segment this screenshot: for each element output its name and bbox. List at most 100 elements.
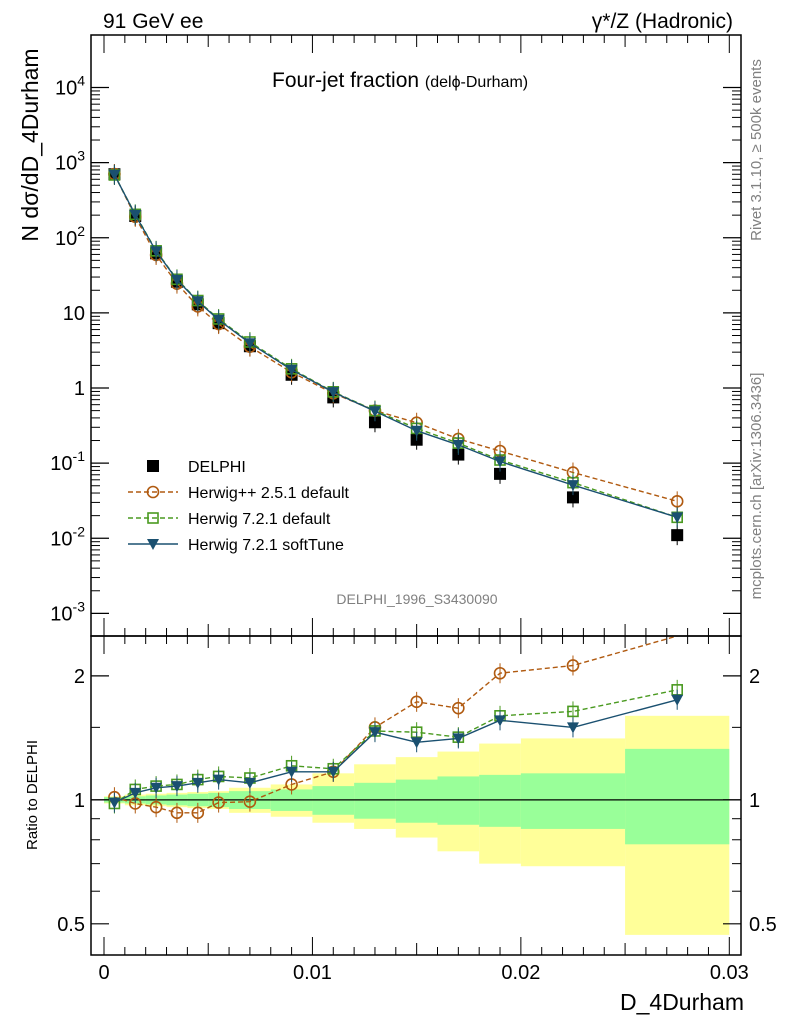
header-energy: 91 GeV ee: [103, 10, 203, 33]
legend-marker-0: [147, 460, 159, 472]
xtick-label-2: 0.02: [501, 962, 540, 984]
watermark: DELPHI_1996_S3430090: [336, 591, 497, 607]
main-point-3-2: [150, 246, 163, 258]
legend-label-0: DELPHI: [188, 459, 246, 476]
main-point-3-5: [212, 314, 225, 326]
main-line-1: [113, 173, 678, 502]
main-point-3-13: [566, 480, 579, 492]
main-ytick-base-4: 10: [55, 78, 77, 100]
ratio-point-2-11: [452, 733, 465, 745]
main-ytick-label-2: 102: [55, 223, 85, 250]
ratio-band-stat-10: [395, 779, 438, 823]
main-point-1-14: [670, 495, 684, 508]
main-point-3-8: [327, 387, 340, 399]
ratio-ytick-label-right-1: 1: [749, 790, 760, 812]
xtick-label-3: 0.03: [710, 962, 749, 984]
main-series-layer: [108, 164, 684, 546]
ratio-point-0-12: [493, 666, 507, 680]
main-ytick-label-0: 1: [74, 378, 85, 400]
legend-label-3: Herwig 7.2.1 softTune: [188, 537, 344, 554]
rivet-label: Rivet 3.1.10, ≥ 500k events: [748, 59, 765, 241]
main-point-0-14: [671, 529, 684, 542]
main-ytick-exp--2: -2: [73, 523, 86, 539]
main-ytick-base-2: 10: [55, 228, 77, 250]
main-ytick-label--3: 10-3: [50, 598, 85, 625]
ratio-point-2-5: [212, 774, 225, 786]
ratio-point-0-11: [452, 701, 465, 715]
main-point-3-9: [368, 406, 381, 418]
y-axis-label: N dσ/dD_4Durham: [17, 48, 43, 241]
main-point-3-6: [243, 338, 256, 350]
main-ytick-base--3: 10: [50, 603, 72, 625]
main-ytick-exp--1: -1: [73, 448, 86, 464]
ratio-ytick-label-2: 2: [74, 666, 85, 688]
ratio-point-0-13: [566, 659, 580, 672]
y-axis-label-text: N dσ/dD_4Durham: [17, 48, 43, 241]
ratio-series-2: [108, 689, 684, 813]
chart-title-suffix: (delϕ-Durham): [425, 74, 528, 91]
ratio-band-stat-12: [479, 774, 521, 827]
xtick-label-1: 0.01: [293, 962, 332, 984]
main-point-3-4: [191, 296, 204, 308]
legend: DELPHI Herwig++ 2.5.1 default Herwig 7.2.1…: [128, 459, 350, 554]
main-ytick-base--2: 10: [50, 528, 72, 550]
main-point-3-12: [494, 456, 507, 468]
ratio-point-0-10: [410, 695, 423, 709]
ratio-ytick-label-1: 1: [74, 790, 85, 812]
main-point-3-0: [108, 169, 121, 181]
main-ytick-exp-4: 4: [77, 73, 85, 89]
header-process: γ*/Z (Hadronic): [592, 10, 733, 33]
ratio-point-2-0: [108, 797, 121, 809]
ratio-frame: [90, 635, 742, 956]
ratio-point-2-13: [566, 722, 579, 734]
ratio-point-2-7: [285, 766, 298, 778]
ratio-point-2-2: [150, 782, 163, 794]
ratio-ytick-label-right-0: 0.5: [749, 914, 777, 936]
ratio-point-0-6: [243, 795, 257, 808]
ratio-band-stat-11: [437, 776, 480, 825]
main-point-3-7: [285, 364, 298, 376]
main-ytick-exp-2: 2: [77, 223, 85, 239]
ratio-point-2-9: [368, 727, 381, 739]
ratio-point-2-8: [327, 766, 340, 778]
ratio-ytick-label-right-2: 2: [749, 666, 760, 688]
main-ytick-label--1: 10-1: [50, 448, 85, 475]
ratio-point-2-12: [494, 715, 507, 727]
ratio-point-2-1: [129, 787, 142, 799]
main-point-0-13: [566, 491, 579, 504]
main-ytick-label--2: 10-2: [50, 523, 85, 550]
ratio-point-0-4: [191, 806, 205, 820]
xtick-label-0: 0: [98, 962, 109, 984]
main-point-0-9: [368, 416, 381, 429]
main-point-3-11: [452, 439, 465, 451]
main-ytick-base--1: 10: [50, 453, 72, 475]
ratio-point-0-3: [170, 806, 184, 820]
ratio-point-2-14: [671, 694, 684, 706]
main-ytick-exp--3: -3: [73, 598, 86, 614]
ratio-band-stat-9: [354, 782, 396, 819]
main-panel: Four-jet fraction (delϕ-Durham) DELPHI_1…: [50, 34, 742, 637]
ratio-band-layer: [91, 715, 741, 935]
chart-title-main: Four-jet fraction: [272, 69, 419, 92]
main-point-3-1: [129, 209, 142, 221]
main-ytick-base-3: 10: [55, 153, 77, 175]
main-point-3-14: [671, 512, 684, 524]
ratio-point-2-10: [410, 737, 423, 749]
ratio-y-label: Ratio to DELPHI: [24, 740, 41, 850]
ratio-panel: 0.5 0.5 1 1 2 2 0 0.01 0.02 0.03: [57, 635, 777, 984]
main-series-3: [108, 164, 684, 528]
ratio-point-2-4: [191, 777, 204, 789]
ratio-point-2-3: [170, 781, 183, 793]
legend-label-1: Herwig++ 2.5.1 default: [188, 485, 350, 502]
mcplots-label: mcplots.cern.ch [arXiv:1306.3436]: [748, 373, 765, 600]
ratio-point-0-2: [149, 800, 163, 814]
ratio-point-1-13: [567, 705, 579, 718]
main-ytick-label-1: 10: [63, 303, 85, 325]
ratio-band-stat-13: [520, 773, 626, 829]
ratio-band-stat-14: [625, 748, 730, 845]
ratio-point-0-5: [212, 796, 225, 809]
legend-marker-2: [147, 512, 159, 524]
legend-label-2: Herwig 7.2.1 default: [188, 511, 331, 528]
main-point-0-12: [494, 467, 507, 480]
